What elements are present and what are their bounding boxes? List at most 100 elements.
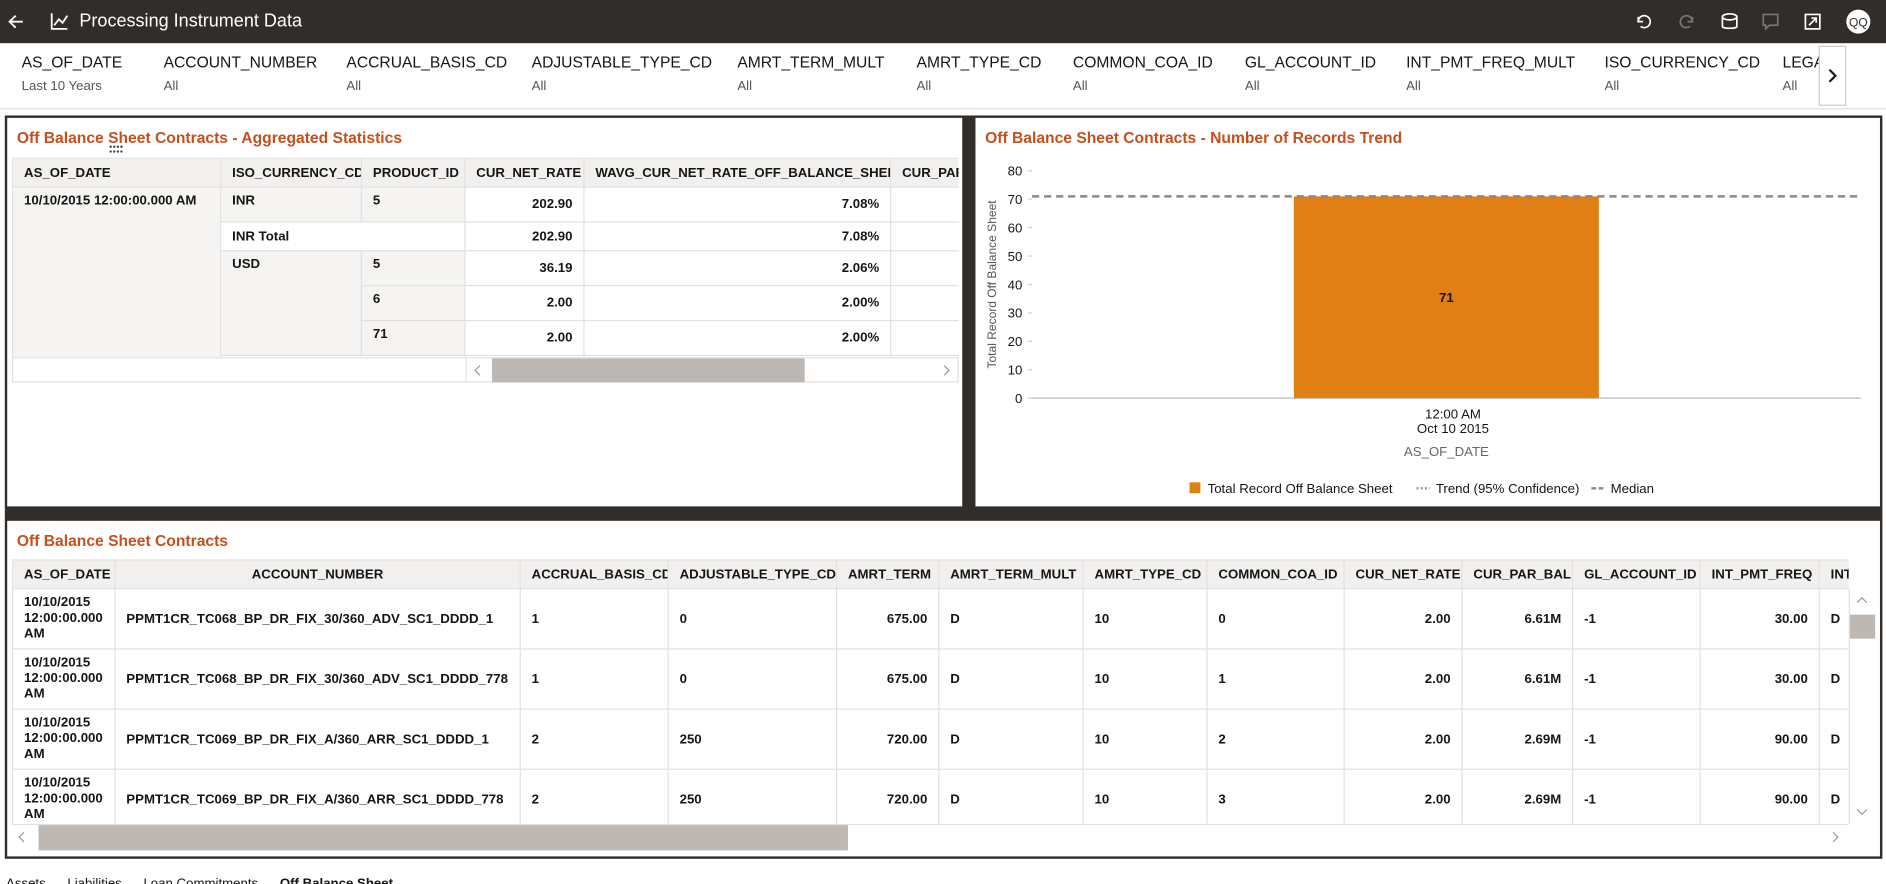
records-viewport: AS_OF_DATE ACCOUNT_NUMBER ACCRUAL_BASIS_CD… (12, 559, 1849, 824)
filter[interactable]: AMRT_TERM_MULT All (737, 53, 884, 94)
legend-label: Median (1611, 481, 1654, 496)
total-cell: 7.08% (583, 221, 892, 252)
cell: 2.06% (583, 250, 892, 287)
filter-value: All (1604, 79, 1620, 94)
comment-button[interactable] (1762, 13, 1779, 31)
filter-label: AMRT_TYPE_CD (916, 52, 1042, 71)
cell: 10/10/2015 12:00:00.000 AM (12, 588, 116, 650)
cell: 720.00 (835, 708, 940, 770)
column-header: AMRT_TYPE_CD (1082, 559, 1208, 590)
scroll-thumb[interactable] (1849, 614, 1876, 639)
filter[interactable]: COMMON_COA_ID All (1073, 53, 1213, 94)
column-header: CUR_PAR_BAL (1461, 559, 1574, 590)
scroll-down[interactable] (1855, 805, 1869, 819)
column-header: CUR_NET_RATE (1343, 559, 1463, 590)
cell: D (1818, 708, 1849, 770)
drag-handle[interactable] (108, 144, 125, 154)
filter[interactable]: GL_ACCOUNT_ID All (1245, 53, 1376, 94)
record-row: 10/10/2015 12:00:00.000 AM PPMT1CR_TC069_… (12, 768, 1849, 824)
filter-next-button[interactable] (1818, 45, 1847, 106)
scroll-up[interactable] (1855, 593, 1869, 607)
filter[interactable]: ADJUSTABLE_TYPE_CD All (532, 53, 712, 94)
scroll-thumb[interactable] (38, 825, 848, 851)
filter-label: AS_OF_DATE (21, 52, 123, 71)
cell: 71 (360, 319, 466, 357)
redo-button[interactable] (1679, 14, 1694, 29)
cell: D (938, 588, 1084, 650)
cell: 2 (519, 768, 669, 824)
toolbar (1637, 12, 1821, 31)
filter[interactable]: INT_PMT_FREQ_MULT All (1406, 53, 1575, 94)
filter-value: All (346, 79, 362, 94)
filter-label: LEGA (1782, 52, 1825, 71)
records-panel: Off Balance Sheet Contracts AS_OF_DATE AC… (7, 520, 1880, 857)
column-header: GL_ACCOUNT_ID (1572, 559, 1701, 590)
h-scrollbar[interactable] (12, 823, 1849, 851)
filter[interactable]: ACCRUAL_BASIS_CD All (346, 53, 507, 94)
date-cell: 10/10/2015 12:00:00.000 AM (12, 186, 222, 358)
filter[interactable]: ISO_CURRENCY_CD All (1605, 53, 1761, 94)
app-title: Processing Instrument Data (79, 10, 303, 32)
filter[interactable]: LEGA All (1783, 53, 1825, 94)
cell: D (1818, 588, 1849, 650)
scroll-left[interactable] (14, 830, 28, 844)
cell (890, 285, 959, 322)
currency-cell: INR (220, 186, 363, 223)
canvas-tab[interactable]: Assets (6, 877, 46, 884)
cell: 202.90 (464, 186, 585, 223)
legend-label: Total Record Off Balance Sheet (1208, 481, 1393, 496)
scroll-left[interactable] (470, 363, 484, 377)
cell (890, 250, 959, 287)
canvas-tab[interactable]: Liabilities (67, 877, 121, 884)
cell (890, 319, 959, 357)
cell: 1 (519, 588, 669, 650)
data-button[interactable] (1721, 12, 1738, 30)
cell: 10 (1082, 768, 1208, 824)
filter-value: All (916, 79, 932, 94)
filter-label: AMRT_TERM_MULT (737, 52, 885, 71)
column-header: AMRT_TERM (835, 559, 940, 590)
column-header: ISO_CURRENCY_CD (220, 157, 363, 188)
panel-title: Off Balance Sheet Contracts (16, 531, 228, 550)
canvas-tab[interactable]: Loan Commitments (143, 877, 258, 884)
chevron (1828, 68, 1838, 83)
undo-button[interactable] (1637, 14, 1652, 29)
chart-panel: Off Balance Sheet Contracts - Number of … (975, 117, 1880, 507)
legend-label: Trend (95% Confidence) (1436, 481, 1580, 496)
scroll-right[interactable] (939, 363, 953, 377)
filter[interactable]: AMRT_TYPE_CD All (917, 53, 1042, 94)
divider (465, 358, 467, 383)
user-avatar[interactable]: QQ (1845, 8, 1871, 34)
y-tick-label: 10 (1008, 363, 1023, 378)
filter[interactable]: ACCOUNT_NUMBER All (164, 53, 318, 94)
v-scrollbar[interactable] (1848, 588, 1876, 824)
scroll-right[interactable] (1828, 830, 1842, 844)
cell: 90.00 (1699, 708, 1820, 770)
column-header: ACCRUAL_BASIS_CD (519, 559, 669, 590)
filter[interactable]: AS_OF_DATE Last 10 Years (22, 53, 123, 94)
y-tick-label: 60 (1008, 220, 1023, 235)
pivot-scroll-row (12, 357, 959, 383)
scroll-thumb[interactable] (491, 358, 805, 383)
cell: 3 (1206, 768, 1345, 824)
cell: 2.00% (583, 319, 892, 357)
y-tick-label: 80 (1008, 164, 1023, 179)
cell: 2.69M (1461, 768, 1574, 824)
cell: D (1818, 768, 1849, 824)
legend-swatch (1189, 482, 1201, 494)
column-header: AMRT_TERM_MULT (938, 559, 1084, 590)
present-button[interactable] (1804, 13, 1821, 30)
total-cell: 34.51 (464, 354, 585, 358)
cell: 2.00 (1343, 588, 1463, 650)
cell: 6 (360, 285, 466, 322)
record-row: 10/10/2015 12:00:00.000 AM PPMT1CR_TC068_… (12, 648, 1849, 710)
column-header: AS_OF_DATE (12, 157, 222, 188)
cell: 6.61M (1461, 588, 1574, 650)
cell: 30.00 (1699, 588, 1820, 650)
canvas-tab[interactable]: Off Balance Sheet (280, 877, 393, 884)
back-button[interactable] (5, 11, 27, 33)
cell: 675.00 (835, 648, 940, 710)
cell: 6.61M (1461, 648, 1574, 710)
column-header: ADJUSTABLE_TYPE_CD (667, 559, 838, 590)
